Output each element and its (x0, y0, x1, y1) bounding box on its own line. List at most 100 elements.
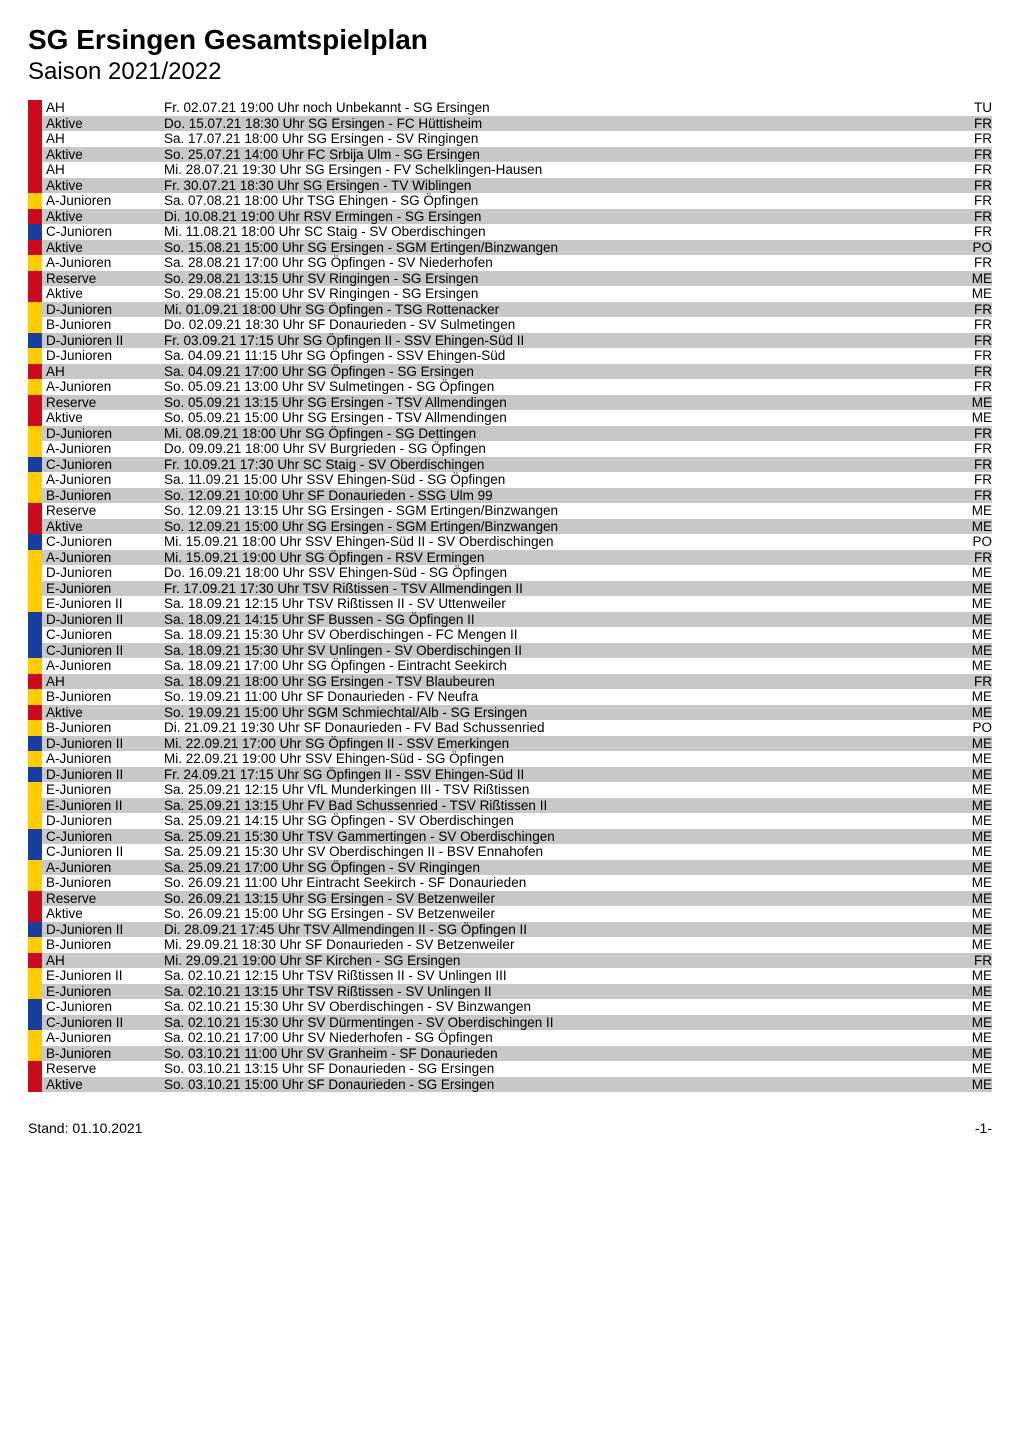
table-row: E-JuniorenFr. 17.09.21 17:30 Uhr TSV Riß… (28, 581, 992, 597)
category-swatch (28, 333, 42, 349)
code-label: FR (952, 379, 992, 395)
category-swatch (28, 410, 42, 426)
match-text: Sa. 02.10.21 17:00 Uhr SV Niederhofen - … (164, 1030, 952, 1046)
category-label: Reserve (46, 503, 164, 519)
code-label: ME (952, 627, 992, 643)
table-row: A-JuniorenSa. 02.10.21 17:00 Uhr SV Nied… (28, 1030, 992, 1046)
code-label: FR (952, 116, 992, 132)
category-swatch (28, 503, 42, 519)
code-label: ME (952, 860, 992, 876)
category-swatch (28, 984, 42, 1000)
match-text: Mi. 29.09.21 18:30 Uhr SF Donaurieden - … (164, 937, 952, 953)
table-row: AktiveDo. 15.07.21 18:30 Uhr SG Ersingen… (28, 116, 992, 132)
code-label: ME (952, 891, 992, 907)
match-text: Sa. 25.09.21 13:15 Uhr FV Bad Schussenri… (164, 798, 952, 814)
category-swatch (28, 271, 42, 287)
match-text: Mi. 01.09.21 18:00 Uhr SG Öpfingen - TSG… (164, 302, 952, 318)
code-label: ME (952, 922, 992, 938)
match-text: Fr. 03.09.21 17:15 Uhr SG Öpfingen II - … (164, 333, 952, 349)
match-text: Sa. 25.09.21 17:00 Uhr SG Öpfingen - SV … (164, 860, 952, 876)
match-text: So. 15.08.21 15:00 Uhr SG Ersingen - SGM… (164, 240, 952, 256)
match-text: So. 12.09.21 10:00 Uhr SF Donaurieden - … (164, 488, 952, 504)
code-label: ME (952, 1061, 992, 1077)
category-label: D-Junioren II (46, 736, 164, 752)
code-label: FR (952, 441, 992, 457)
category-swatch (28, 162, 42, 178)
code-label: ME (952, 736, 992, 752)
category-label: D-Junioren II (46, 767, 164, 783)
match-text: So. 25.07.21 14:00 Uhr FC Srbija Ulm - S… (164, 147, 952, 163)
table-row: AHMi. 29.09.21 19:00 Uhr SF Kirchen - SG… (28, 953, 992, 969)
category-swatch (28, 689, 42, 705)
match-text: Mi. 22.09.21 19:00 Uhr SSV Ehingen-Süd -… (164, 751, 952, 767)
category-swatch (28, 519, 42, 535)
category-swatch (28, 209, 42, 225)
table-row: D-JuniorenMi. 01.09.21 18:00 Uhr SG Öpfi… (28, 302, 992, 318)
table-row: D-JuniorenSa. 04.09.21 11:15 Uhr SG Öpfi… (28, 348, 992, 364)
match-text: Di. 10.08.21 19:00 Uhr RSV Ermingen - SG… (164, 209, 952, 225)
match-text: So. 26.09.21 15:00 Uhr SG Ersingen - SV … (164, 906, 952, 922)
category-label: D-Junioren (46, 348, 164, 364)
code-label: FR (952, 147, 992, 163)
table-row: ReserveSo. 29.08.21 13:15 Uhr SV Ringing… (28, 271, 992, 287)
category-swatch (28, 736, 42, 752)
category-swatch (28, 829, 42, 845)
code-label: FR (952, 674, 992, 690)
match-text: Sa. 07.08.21 18:00 Uhr TSG Ehingen - SG … (164, 193, 952, 209)
code-label: ME (952, 1015, 992, 1031)
match-text: So. 05.09.21 15:00 Uhr SG Ersingen - TSV… (164, 410, 952, 426)
code-label: FR (952, 348, 992, 364)
table-row: AHMi. 28.07.21 19:30 Uhr SG Ersingen - F… (28, 162, 992, 178)
table-row: D-JuniorenDo. 16.09.21 18:00 Uhr SSV Ehi… (28, 565, 992, 581)
category-swatch (28, 999, 42, 1015)
code-label: FR (952, 426, 992, 442)
code-label: ME (952, 875, 992, 891)
category-label: A-Junioren (46, 860, 164, 876)
category-swatch (28, 286, 42, 302)
category-label: AH (46, 674, 164, 690)
match-text: Sa. 18.09.21 14:15 Uhr SF Bussen - SG Öp… (164, 612, 952, 628)
category-swatch (28, 751, 42, 767)
code-label: ME (952, 999, 992, 1015)
category-swatch (28, 813, 42, 829)
code-label: PO (952, 720, 992, 736)
match-text: So. 05.09.21 13:00 Uhr SV Sulmetingen - … (164, 379, 952, 395)
category-swatch (28, 782, 42, 798)
match-text: So. 12.09.21 15:00 Uhr SG Ersingen - SGM… (164, 519, 952, 535)
category-swatch (28, 937, 42, 953)
category-label: C-Junioren II (46, 844, 164, 860)
table-row: E-JuniorenSa. 25.09.21 12:15 Uhr VfL Mun… (28, 782, 992, 798)
code-label: ME (952, 410, 992, 426)
category-swatch (28, 116, 42, 132)
code-label: ME (952, 1077, 992, 1093)
category-swatch (28, 875, 42, 891)
match-text: Mi. 15.09.21 19:00 Uhr SG Öpfingen - RSV… (164, 550, 952, 566)
table-row: C-JuniorenMi. 15.09.21 18:00 Uhr SSV Ehi… (28, 534, 992, 550)
category-swatch (28, 255, 42, 271)
code-label: ME (952, 565, 992, 581)
category-swatch (28, 1061, 42, 1077)
category-swatch (28, 674, 42, 690)
category-label: E-Junioren (46, 782, 164, 798)
footer-page: -1- (975, 1120, 992, 1136)
category-label: D-Junioren II (46, 333, 164, 349)
code-label: ME (952, 503, 992, 519)
page-subtitle: Saison 2021/2022 (28, 58, 992, 86)
table-row: B-JuniorenSo. 19.09.21 11:00 Uhr SF Dona… (28, 689, 992, 705)
code-label: ME (952, 612, 992, 628)
table-row: B-JuniorenDi. 21.09.21 19:30 Uhr SF Dona… (28, 720, 992, 736)
table-row: C-JuniorenSa. 25.09.21 15:30 Uhr TSV Gam… (28, 829, 992, 845)
category-label: AH (46, 162, 164, 178)
table-row: ReserveSo. 12.09.21 13:15 Uhr SG Ersinge… (28, 503, 992, 519)
category-label: C-Junioren (46, 999, 164, 1015)
table-row: ReserveSo. 03.10.21 13:15 Uhr SF Donauri… (28, 1061, 992, 1077)
category-swatch (28, 534, 42, 550)
table-row: ReserveSo. 05.09.21 13:15 Uhr SG Ersinge… (28, 395, 992, 411)
category-swatch (28, 131, 42, 147)
match-text: Sa. 18.09.21 18:00 Uhr SG Ersingen - TSV… (164, 674, 952, 690)
category-label: B-Junioren (46, 1046, 164, 1062)
match-text: Sa. 02.10.21 15:30 Uhr SV Oberdischingen… (164, 999, 952, 1015)
match-text: Sa. 11.09.21 15:00 Uhr SSV Ehingen-Süd -… (164, 472, 952, 488)
category-label: Reserve (46, 1061, 164, 1077)
match-text: Sa. 25.09.21 15:30 Uhr SV Oberdischingen… (164, 844, 952, 860)
